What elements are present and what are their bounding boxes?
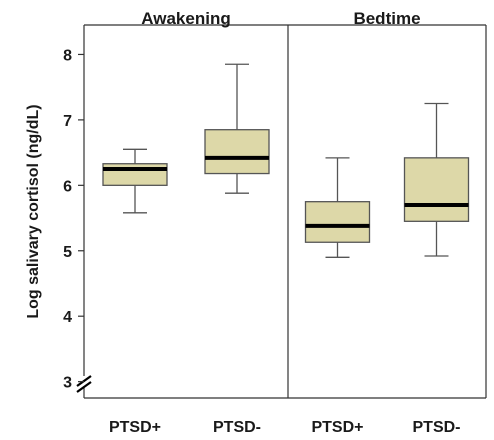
box-bedtime-1 (403, 102, 470, 257)
axis-break-mark (76, 381, 92, 393)
axis-break-mark (76, 375, 92, 387)
y-axis-label: Log salivary cortisol (ng/dL) (25, 104, 42, 318)
y-tick-label: 3 (63, 375, 72, 392)
x-category-label: PTSD+ (109, 419, 161, 436)
iqr-box (204, 129, 270, 175)
x-category-label: PTSD+ (311, 419, 363, 436)
y-tick-label: 6 (63, 178, 72, 195)
iqr-box (304, 201, 371, 243)
y-tick-label: 5 (63, 244, 72, 261)
box-bedtime-0 (304, 157, 371, 258)
y-tick-label: 8 (63, 47, 72, 64)
y-tick-label: 4 (63, 309, 72, 326)
x-category-label: PTSD- (413, 419, 461, 436)
y-tick-label: 7 (63, 113, 72, 130)
x-category-label: PTSD- (213, 419, 261, 436)
panel-title: Bedtime (353, 9, 420, 28)
iqr-box (403, 157, 470, 222)
box-awakening-0 (102, 148, 168, 214)
panel-title: Awakening (141, 9, 230, 28)
box-awakening-1 (204, 63, 270, 194)
